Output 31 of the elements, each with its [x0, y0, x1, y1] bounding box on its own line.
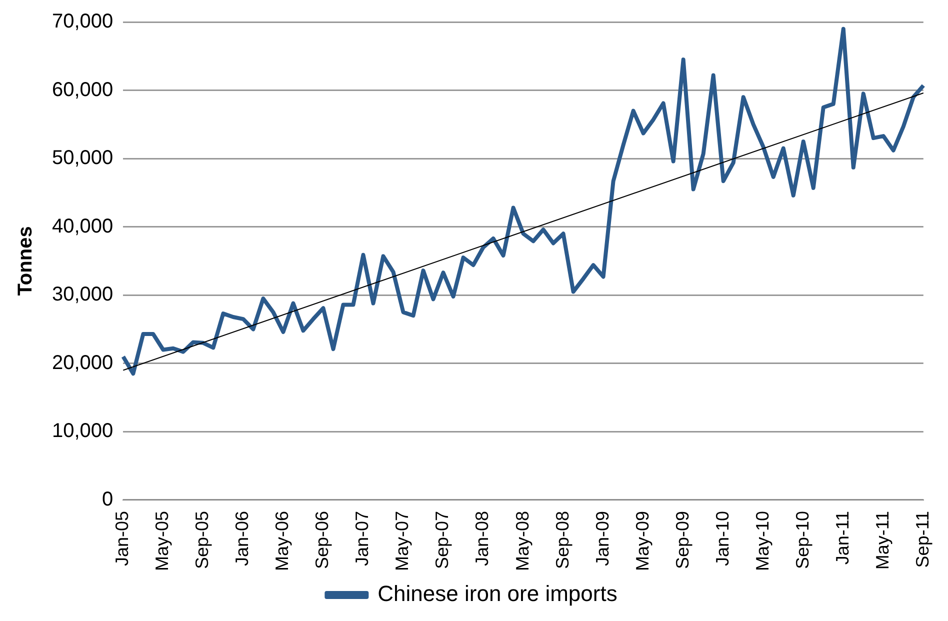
x-tick-label: Sep-09 [672, 510, 692, 570]
x-tick-label: May-08 [512, 510, 532, 572]
x-tick-label: Jan-05 [112, 510, 132, 566]
x-tick-label: Sep-05 [192, 510, 212, 570]
y-tick-label: 20,000 [52, 352, 114, 374]
x-tick-label: May-07 [392, 510, 412, 572]
x-tick-label: May-10 [752, 510, 772, 572]
y-tick-label: 70,000 [52, 10, 114, 33]
x-tick-label: Jan-11 [832, 510, 852, 565]
x-tick-label: Sep-11 [912, 510, 932, 568]
x-tick-label: May-11 [872, 510, 892, 570]
x-tick-label: Jan-06 [232, 510, 252, 566]
y-tick-label: 50,000 [52, 147, 114, 170]
y-tick-label: 30,000 [52, 284, 114, 306]
x-tick-label: Sep-07 [432, 510, 452, 570]
legend-label: Chinese iron ore imports [378, 581, 618, 606]
x-tick-label: May-09 [632, 510, 652, 572]
x-tick-label: Sep-06 [312, 510, 332, 570]
y-tick-label: 40,000 [52, 215, 114, 238]
x-tick-label: Jan-07 [352, 510, 372, 566]
x-tick-label: May-06 [272, 510, 292, 572]
x-tick-label: Sep-08 [552, 510, 572, 570]
x-tick-label: Jan-08 [472, 510, 492, 566]
y-tick-label: 60,000 [52, 78, 114, 101]
x-tick-label: May-05 [152, 510, 172, 572]
y-axis-title: Tonnes [14, 226, 37, 296]
x-tick-label: Jan-10 [712, 510, 732, 566]
x-tick-label: Jan-09 [592, 510, 612, 566]
y-tick-label: 10,000 [52, 420, 114, 442]
y-tick-label: 0 [102, 488, 114, 510]
x-tick-label: Sep-10 [792, 510, 812, 570]
